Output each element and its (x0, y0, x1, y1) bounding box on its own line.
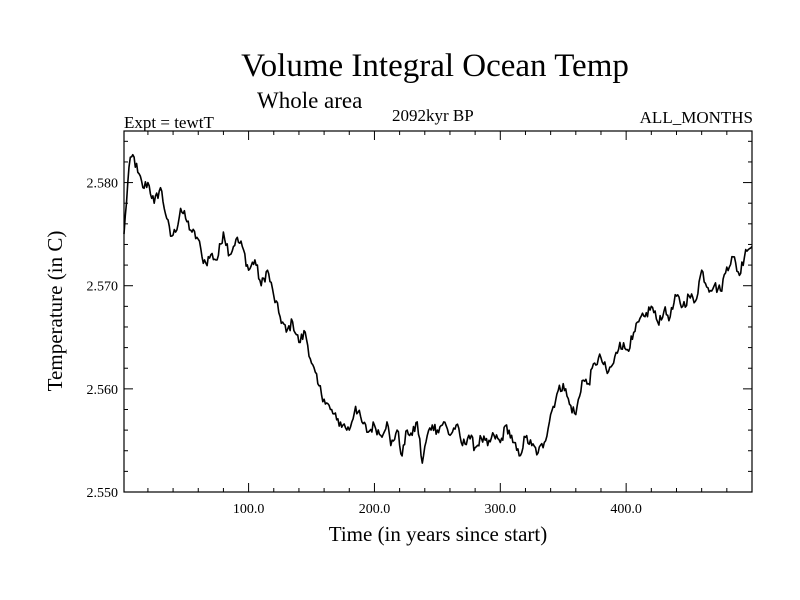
x-tick-label: 100.0 (233, 502, 265, 517)
y-axis-label: Temperature (in C) (43, 231, 67, 392)
x-tick-label: 200.0 (359, 502, 391, 517)
y-tick-label: 2.570 (87, 280, 119, 295)
period-label: 2092kyr BP (392, 106, 474, 125)
months-label: ALL_MONTHS (639, 108, 753, 127)
y-tick-label: 2.580 (87, 177, 119, 192)
axis-tick-labels: 100.0 200.0 300.0 400.0 2.550 2.560 2.570 2.580 (87, 177, 642, 517)
x-tick-label: 400.0 (610, 502, 642, 517)
axis-ticks (124, 131, 752, 493)
series-line (123, 153, 753, 464)
x-axis-label: Time (in years since start) (329, 522, 548, 546)
y-tick-label: 2.550 (87, 486, 119, 501)
chart-subtitle: Whole area (257, 88, 363, 113)
y-tick-label: 2.560 (87, 383, 119, 398)
chart-title: Volume Integral Ocean Temp (241, 48, 629, 84)
plot-frame (123, 130, 753, 493)
x-tick-label: 300.0 (485, 502, 517, 517)
series-layer (123, 153, 753, 464)
experiment-label: Expt = tewtT (124, 113, 214, 132)
